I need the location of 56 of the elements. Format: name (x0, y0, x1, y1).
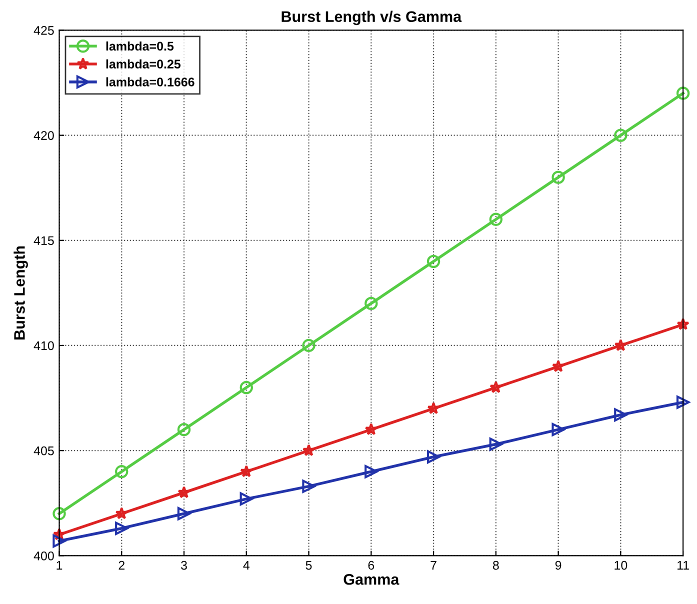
point (552, 170, 565, 184)
legend-label: lambda=0.1666 (106, 77, 194, 86)
x-axis-title: Gamma (344, 574, 400, 585)
point (552, 422, 565, 436)
chart-title: Burst Length v/s Gamma (282, 10, 462, 26)
x-tick-label: 4 (243, 561, 250, 570)
x-tick-label: 6 (368, 560, 374, 570)
y-tick-label: 410 (34, 341, 54, 350)
point (302, 444, 316, 456)
point (178, 486, 190, 498)
x-tick-label: 7 (430, 561, 436, 570)
point (115, 507, 128, 520)
point (240, 465, 253, 478)
legend-label: lambda=0.25 (106, 59, 181, 69)
y-tick-label: 415 (34, 236, 54, 246)
point (427, 402, 440, 414)
point (676, 318, 690, 330)
point (177, 422, 191, 436)
point (426, 254, 440, 268)
point (489, 438, 503, 451)
point (52, 534, 66, 548)
point (490, 380, 502, 394)
y-tick-label: 425 (34, 26, 54, 35)
x-tick-label: 9 (555, 560, 562, 570)
point (676, 396, 690, 409)
point (302, 480, 316, 493)
point (614, 338, 628, 352)
x-tick-label: 5 (306, 561, 312, 570)
x-tick-label: 10 (614, 560, 628, 570)
point (52, 528, 66, 540)
point (302, 338, 316, 352)
point (52, 507, 66, 520)
y-axis-title: Burst Length (14, 246, 28, 340)
point (364, 422, 378, 436)
point (489, 212, 503, 226)
legend-label: lambda=0.5 (106, 41, 174, 51)
y-tick-label: 420 (34, 131, 54, 140)
point (364, 296, 378, 310)
point (552, 360, 565, 372)
point (177, 507, 191, 520)
x-tick-label: 2 (118, 560, 124, 570)
point (614, 408, 628, 422)
point (115, 465, 128, 478)
point (115, 522, 128, 535)
x-tick-label: 11 (678, 561, 689, 570)
y-tick-label: 405 (34, 446, 54, 456)
point (426, 450, 440, 464)
x-tick-label: 8 (492, 560, 499, 570)
point (240, 492, 253, 506)
x-tick-label: 3 (181, 560, 187, 570)
y-tick-label: 400 (34, 551, 54, 560)
point (240, 380, 253, 394)
point (614, 128, 628, 142)
point (676, 86, 690, 100)
point (364, 465, 378, 478)
x-tick-label: 1 (56, 561, 62, 570)
